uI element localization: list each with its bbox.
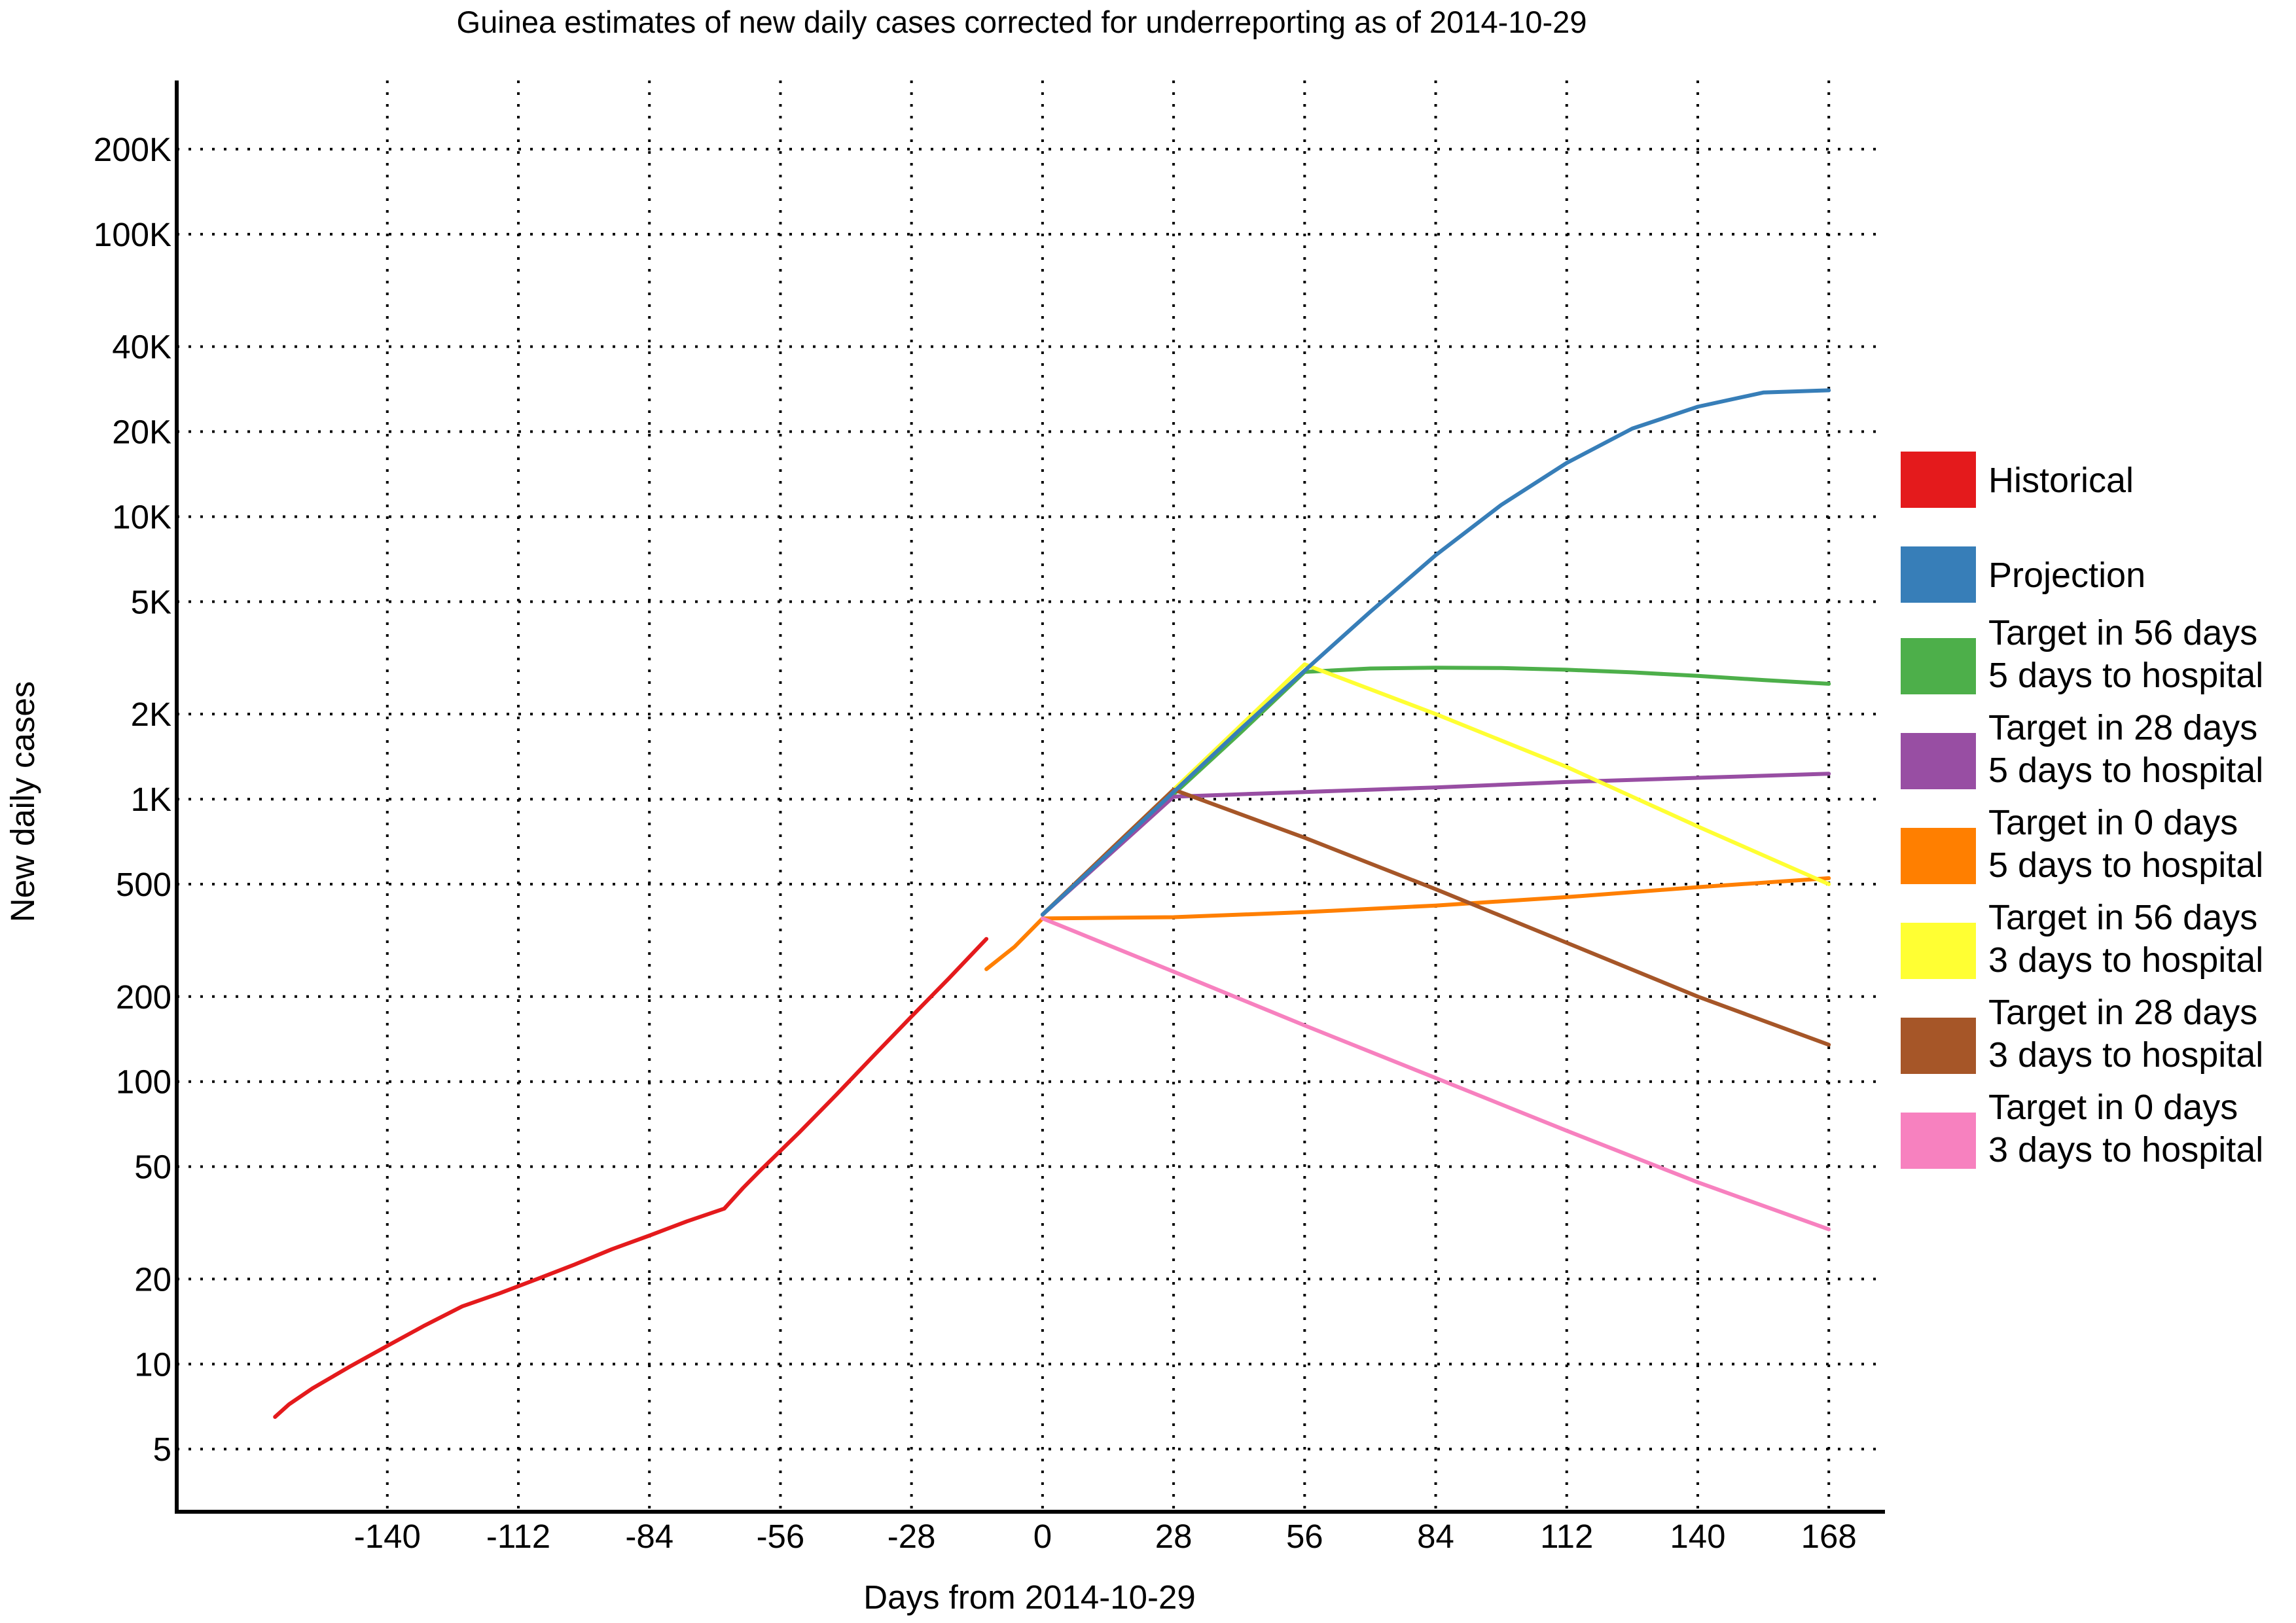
x-tick-label: 140 [1670,1518,1725,1555]
legend-label: 3 days to hospital [1988,1130,2263,1169]
legend-label: 5 days to hospital [1988,846,2263,885]
legend-label: 5 days to hospital [1988,656,2263,695]
series-line-1 [1040,388,1831,917]
y-tick-label: 10K [112,498,171,535]
legend-swatch [1901,828,1976,884]
x-tick-label: 168 [1801,1518,1857,1555]
series-layer [273,388,1831,1419]
legend-label: 3 days to hospital [1988,1035,2263,1075]
legend-label: Projection [1988,556,2145,595]
legend-label: 5 days to hospital [1988,751,2263,790]
series-line-2 [1040,666,1831,917]
series-line-7 [1040,916,1831,1232]
y-tick-label: 500 [116,866,171,903]
x-tick-label: -112 [486,1518,550,1555]
legend-label: Target in 0 days [1988,1088,2238,1127]
series-line-4 [984,876,1831,971]
x-tick-label: -140 [354,1518,421,1555]
legend: Historical Projection Target in 56 days 5 d… [1901,452,2263,1169]
x-tick-label: -28 [888,1518,936,1555]
y-tick-label: 10 [134,1346,171,1383]
legend-swatch [1901,733,1976,789]
legend-swatch [1901,1018,1976,1074]
x-tick-label: -56 [757,1518,805,1555]
legend-label: Target in 56 days [1988,898,2257,937]
legend-swatch [1901,1113,1976,1169]
legend-swatch [1901,546,1976,603]
y-tick-label: 100K [94,216,171,253]
legend-swatch [1901,923,1976,979]
y-tick-label: 200K [94,131,171,168]
x-axis-ticks: -140 -112 -84 -56 -28 0 28 56 84 112 140 168 [354,1518,1857,1555]
legend-label: Historical [1988,461,2134,500]
y-tick-label: 1K [131,781,171,818]
y-tick-label: 5K [131,583,171,620]
x-tick-label: -84 [625,1518,673,1555]
axis-lines [175,80,1885,1514]
legend-label: Target in 28 days [1988,993,2257,1032]
legend-label: Target in 56 days [1988,613,2257,652]
y-tick-label: 200 [116,978,171,1016]
y-tick-label: 20 [134,1260,171,1298]
legend-label: Target in 0 days [1988,803,2238,842]
series-line-0 [273,936,989,1419]
x-tick-label: 28 [1155,1518,1193,1555]
y-tick-label: 2K [131,696,171,733]
y-tick-label: 50 [134,1149,171,1186]
legend-swatch [1901,638,1976,694]
x-tick-label: 0 [1033,1518,1052,1555]
legend-swatch [1901,452,1976,508]
chart-title: Guinea estimates of new daily cases corr… [457,5,1587,39]
y-axis-title: New daily cases [4,681,41,922]
y-tick-label: 5 [153,1431,171,1468]
series-line-3 [1040,772,1831,917]
y-tick-label: 20K [112,414,171,451]
y-tick-label: 40K [112,329,171,366]
x-axis-title: Days from 2014-10-29 [863,1578,1195,1616]
grid [177,80,1885,1512]
x-tick-label: 56 [1286,1518,1323,1555]
y-tick-label: 100 [116,1063,171,1101]
y-axis-ticks: 5 10 20 50 100 200 500 1K 2K 5K 10K 20K 40K 100K 200K [94,131,171,1468]
legend-label: 3 days to hospital [1988,940,2263,980]
legend-label: Target in 28 days [1988,708,2257,747]
x-tick-label: 112 [1540,1518,1593,1555]
x-tick-label: 84 [1417,1518,1454,1555]
